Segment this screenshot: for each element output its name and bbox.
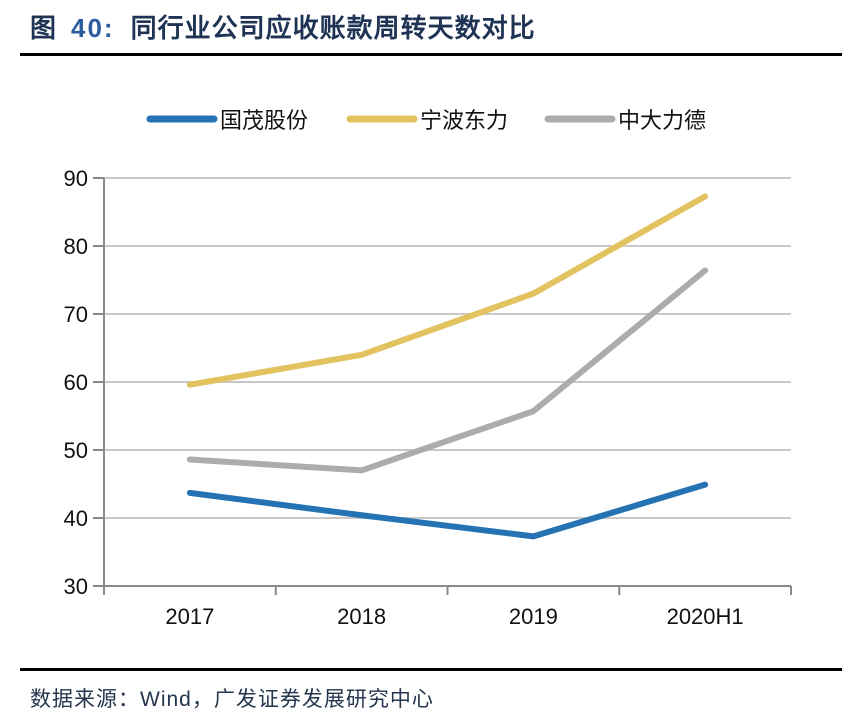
x-axis-labels: 2017 2018 2019 2020H1 — [165, 604, 743, 629]
series-line-1 — [186, 193, 709, 388]
y-axis-label-90: 90 — [64, 166, 88, 191]
legend-item-1: 宁波东力 — [346, 108, 508, 133]
y-axis-label-50: 50 — [64, 438, 88, 463]
axes — [93, 177, 792, 595]
figure-label: 图 — [30, 13, 58, 43]
legend-label-0: 国茂股份 — [220, 108, 308, 133]
source-divider — [20, 668, 842, 671]
y-axis-label-30: 30 — [64, 574, 88, 599]
series-lines — [186, 193, 709, 540]
figure-number: 40: — [71, 13, 115, 43]
receivable-turnover-days-line-chart: 30 40 50 60 70 80 90 2017 2018 2019 2020H1 国茂股份 宁波东力… — [64, 108, 792, 629]
y-axis-label-80: 80 — [64, 234, 88, 259]
series-line-0 — [186, 481, 709, 540]
title-divider — [20, 53, 842, 56]
x-axis-label-2017: 2017 — [165, 604, 214, 629]
legend-item-2: 中大力德 — [544, 108, 706, 133]
legend-item-0: 国茂股份 — [146, 108, 308, 133]
figure-title: 图 40: 同行业公司应收账款周转天数对比 — [30, 8, 536, 45]
series-line-2 — [186, 267, 709, 474]
y-axis-label-60: 60 — [64, 370, 88, 395]
y-axis-label-70: 70 — [64, 302, 88, 327]
y-axis-labels: 30 40 50 60 70 80 90 — [64, 166, 88, 599]
x-axis-label-2018: 2018 — [337, 604, 386, 629]
x-axis-label-2019: 2019 — [509, 604, 558, 629]
legend: 国茂股份 宁波东力 中大力德 — [146, 108, 706, 133]
gridlines — [104, 177, 791, 519]
figure-title-text: 同行业公司应收账款周转天数对比 — [130, 13, 536, 43]
data-source: 数据来源：Wind，广发证券发展研究中心 — [30, 688, 434, 711]
x-axis-label-2020H1: 2020H1 — [667, 604, 744, 629]
legend-label-2: 中大力德 — [618, 108, 706, 133]
legend-label-1: 宁波东力 — [420, 108, 508, 133]
y-axis-label-40: 40 — [64, 506, 88, 531]
